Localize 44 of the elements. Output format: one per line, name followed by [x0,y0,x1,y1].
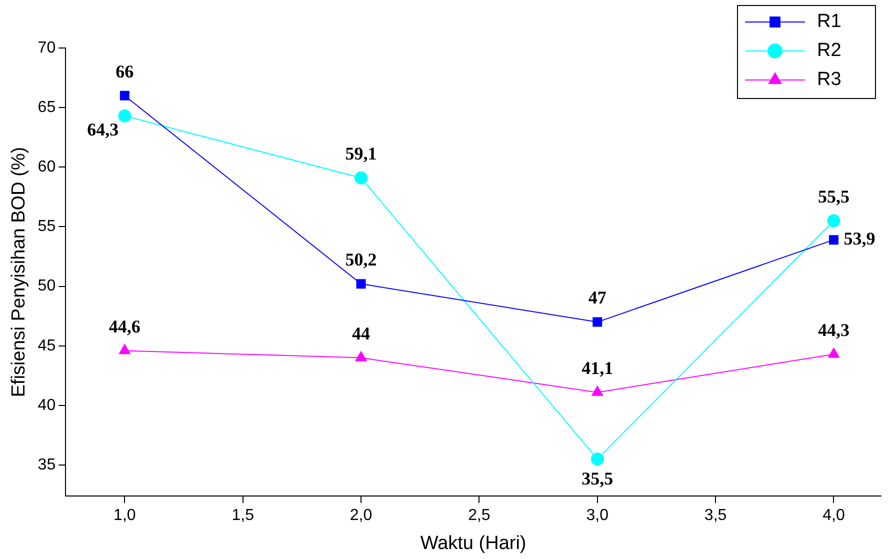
x-tick-label: 1,5 [232,507,254,524]
x-tick-label: 3,0 [586,507,609,524]
legend-label: R3 [817,69,842,90]
y-tick-label: 50 [38,278,56,295]
data-label: 59,1 [345,144,377,164]
point [354,171,368,184]
x-tick-label: 1,0 [114,507,136,524]
y-tick-label: 70 [38,39,56,56]
data-label: 35,5 [582,468,614,489]
data-label: 64,3 [87,120,119,140]
y-tick-label: 55 [38,218,56,236]
data-label: 47 [588,288,606,308]
data-label: 44,3 [818,320,850,340]
x-axis-title: Waktu (Hari) [420,532,526,554]
legend-label: R2 [817,40,842,62]
point [120,90,130,100]
y-tick-label: 40 [38,396,56,414]
y-tick-label: 60 [38,158,56,176]
point [827,214,840,228]
x-tick-label: 3,5 [704,507,727,524]
point [356,279,366,289]
point [828,235,838,245]
x-tick-label: 2,0 [350,507,372,524]
data-label: 50,2 [345,250,377,270]
x-tick-label: 2,5 [468,507,490,524]
y-tick-label: 45 [38,337,56,354]
y-axis-title: Efisiensi Penyisihan BOD (%) [8,146,30,398]
data-label: 44 [352,323,370,344]
data-label: 53,9 [844,228,876,248]
y-tick-label: 35 [38,456,56,474]
y-tick-label: 65 [38,98,56,116]
data-label: 41,1 [582,358,614,378]
data-label: 55,5 [818,186,850,206]
point [118,109,132,122]
point [828,348,840,358]
point [355,351,367,362]
point [592,317,602,327]
data-label: 66 [116,61,134,82]
legend-label: R1 [817,11,842,32]
point [590,452,604,466]
point [592,386,604,396]
data-label: 44,6 [108,316,140,336]
point [118,344,130,354]
x-tick-label: 4,0 [822,507,845,524]
